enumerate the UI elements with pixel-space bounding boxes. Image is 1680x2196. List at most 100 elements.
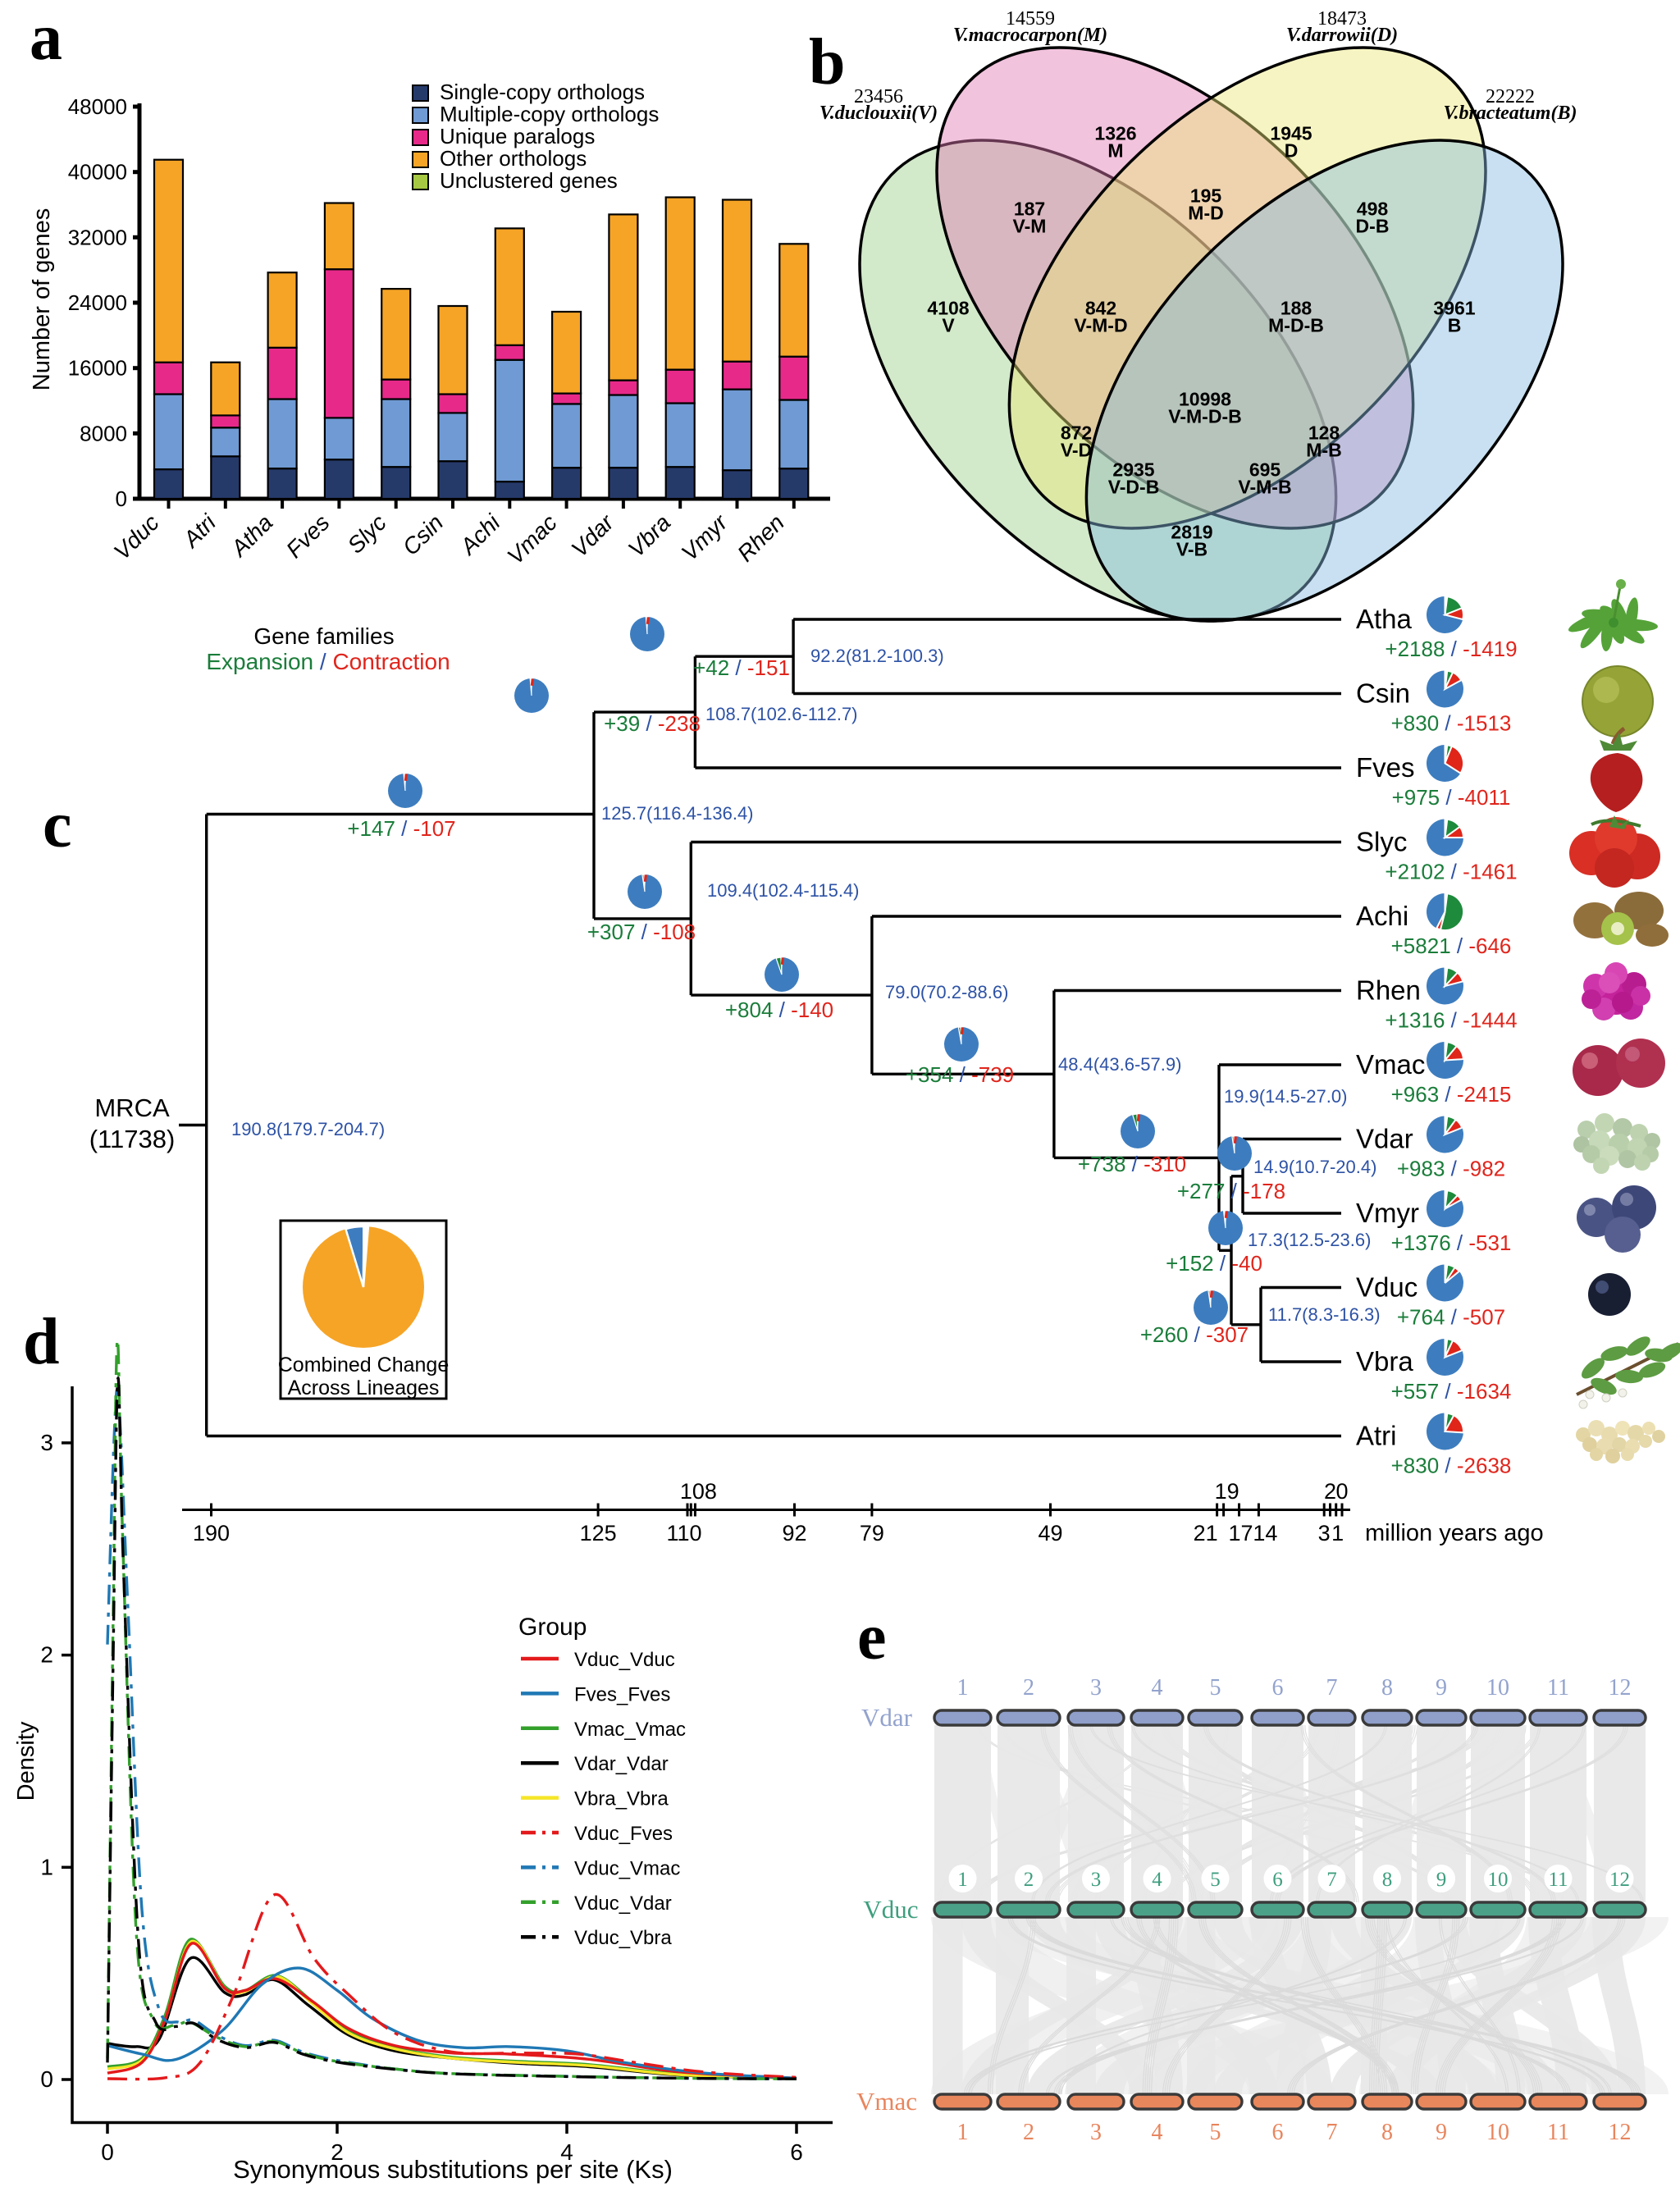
svg-text:Vduc_Vduc: Vduc_Vduc <box>574 1649 675 1671</box>
svg-text:D: D <box>1285 140 1299 162</box>
svg-text:4: 4 <box>1152 1675 1163 1701</box>
svg-text:125.7(116.4-136.4): 125.7(116.4-136.4) <box>601 803 754 824</box>
svg-text:Vbra: Vbra <box>1356 1346 1413 1376</box>
svg-text:+1316 / -1444: +1316 / -1444 <box>1385 1008 1517 1033</box>
svg-text:Number of genes: Number of genes <box>29 208 55 390</box>
svg-text:Vdar: Vdar <box>861 1703 913 1732</box>
svg-text:Atha: Atha <box>1356 604 1413 634</box>
svg-text:5: 5 <box>1210 2120 1221 2145</box>
svg-text:Fves_Fves: Fves_Fves <box>574 1683 670 1705</box>
svg-text:B: B <box>1448 315 1462 336</box>
svg-text:+738 / -310: +738 / -310 <box>1078 1152 1186 1176</box>
svg-text:1326: 1326 <box>1094 123 1136 144</box>
svg-text:4: 4 <box>1152 1869 1162 1891</box>
svg-text:872: 872 <box>1061 422 1092 444</box>
svg-text:Vmyr: Vmyr <box>1356 1198 1419 1228</box>
svg-text:c: c <box>43 789 72 861</box>
svg-text:2: 2 <box>331 2139 344 2165</box>
svg-text:49: 49 <box>1038 1521 1062 1545</box>
svg-text:5: 5 <box>1210 1675 1221 1701</box>
svg-text:48.4(43.6-57.9): 48.4(43.6-57.9) <box>1058 1054 1181 1075</box>
svg-text:2: 2 <box>1023 1675 1034 1701</box>
svg-text:10: 10 <box>1486 1675 1509 1701</box>
svg-text:+983 / -982: +983 / -982 <box>1397 1157 1505 1181</box>
svg-text:14.9(10.7-20.4): 14.9(10.7-20.4) <box>1253 1157 1376 1177</box>
svg-text:10: 10 <box>1486 2120 1509 2145</box>
svg-text:188: 188 <box>1281 298 1312 319</box>
svg-text:9: 9 <box>1436 1675 1447 1701</box>
svg-text:19.9(14.5-27.0): 19.9(14.5-27.0) <box>1224 1086 1347 1107</box>
svg-text:M: M <box>1107 140 1123 162</box>
svg-text:d: d <box>23 1306 60 1378</box>
svg-text:6: 6 <box>1272 1675 1284 1701</box>
svg-text:6: 6 <box>790 2139 803 2165</box>
svg-text:M-D: M-D <box>1188 203 1223 224</box>
svg-text:Vmac: Vmac <box>1356 1049 1425 1080</box>
svg-text:Achi: Achi <box>1356 901 1408 931</box>
svg-text:2: 2 <box>1324 1479 1336 1504</box>
svg-text:5: 5 <box>1210 1869 1221 1891</box>
svg-text:19: 19 <box>1215 1479 1239 1504</box>
svg-text:1: 1 <box>957 1675 969 1701</box>
svg-text:Atri: Atri <box>1356 1421 1397 1451</box>
svg-text:1: 1 <box>957 2120 969 2145</box>
svg-text:79: 79 <box>860 1521 884 1545</box>
svg-text:11.7(8.3-16.3): 11.7(8.3-16.3) <box>1268 1304 1381 1325</box>
svg-text:Csin: Csin <box>1356 678 1410 709</box>
svg-text:Unclustered genes: Unclustered genes <box>440 168 618 193</box>
svg-text:+2188 / -1419: +2188 / -1419 <box>1385 637 1517 661</box>
svg-text:Combined Change: Combined Change <box>278 1354 449 1376</box>
svg-text:3: 3 <box>1091 1869 1102 1891</box>
svg-text:3: 3 <box>1318 1521 1331 1545</box>
svg-text:110: 110 <box>666 1521 701 1545</box>
svg-text:+307 / -108: +307 / -108 <box>587 920 696 944</box>
svg-text:21: 21 <box>1194 1521 1218 1545</box>
svg-text:(11738): (11738) <box>89 1125 176 1153</box>
svg-text:12: 12 <box>1609 1869 1630 1891</box>
svg-text:Single-copy orthologs: Single-copy orthologs <box>440 80 645 104</box>
svg-text:Fves: Fves <box>1356 752 1415 783</box>
svg-text:12: 12 <box>1609 2120 1632 2145</box>
svg-text:Vduc: Vduc <box>863 1895 918 1924</box>
svg-text:+963 / -2415: +963 / -2415 <box>1391 1082 1512 1107</box>
svg-text:11: 11 <box>1548 1869 1568 1891</box>
svg-text:Vdar: Vdar <box>1356 1124 1413 1154</box>
svg-text:+260 / -307: +260 / -307 <box>1140 1322 1249 1347</box>
svg-text:M-B: M-B <box>1306 440 1341 461</box>
svg-text:0: 0 <box>1335 1479 1348 1504</box>
svg-text:Rhen: Rhen <box>1356 975 1421 1006</box>
svg-text:11: 11 <box>1547 2120 1569 2145</box>
svg-text:48000: 48000 <box>68 94 127 119</box>
svg-text:Vbra_Vbra: Vbra_Vbra <box>574 1788 669 1810</box>
svg-text:Vduc_Vdar: Vduc_Vdar <box>574 1892 672 1915</box>
svg-text:Group: Group <box>518 1614 587 1641</box>
svg-text:16000: 16000 <box>68 356 127 381</box>
svg-text:V: V <box>942 315 955 336</box>
svg-text:3: 3 <box>1090 2120 1102 2145</box>
svg-text:1: 1 <box>1331 1521 1344 1545</box>
svg-text:Vduc_Fves: Vduc_Fves <box>574 1823 673 1845</box>
svg-text:8000: 8000 <box>80 421 127 445</box>
svg-text:Other orthologs: Other orthologs <box>440 146 587 171</box>
svg-text:V-D: V-D <box>1061 440 1092 461</box>
svg-text:92: 92 <box>782 1521 806 1545</box>
svg-text:Vmac: Vmac <box>856 2087 917 2116</box>
svg-text:V-M-B: V-M-B <box>1238 477 1291 498</box>
svg-text:6: 6 <box>1272 2120 1284 2145</box>
svg-text:0: 0 <box>40 2066 53 2092</box>
svg-text:e: e <box>857 1601 887 1673</box>
svg-text:V.darrowii(D): V.darrowii(D) <box>1286 25 1398 46</box>
svg-text:6: 6 <box>1272 1869 1283 1891</box>
svg-text:32000: 32000 <box>68 225 127 249</box>
svg-text:10998: 10998 <box>1179 389 1231 410</box>
svg-text:+830 / -2638: +830 / -2638 <box>1391 1454 1512 1478</box>
svg-text:17: 17 <box>1228 1521 1253 1545</box>
svg-text:+2102 / -1461: +2102 / -1461 <box>1385 860 1517 884</box>
svg-text:187: 187 <box>1014 199 1045 220</box>
svg-text:92.2(81.2-100.3): 92.2(81.2-100.3) <box>810 646 944 666</box>
svg-text:Vdar_Vdar: Vdar_Vdar <box>574 1753 669 1775</box>
svg-text:79.0(70.2-88.6): 79.0(70.2-88.6) <box>885 982 1008 1002</box>
svg-text:1: 1 <box>957 1869 968 1891</box>
svg-text:Density: Density <box>13 1721 39 1801</box>
svg-text:Multiple-copy orthologs: Multiple-copy orthologs <box>440 102 659 126</box>
